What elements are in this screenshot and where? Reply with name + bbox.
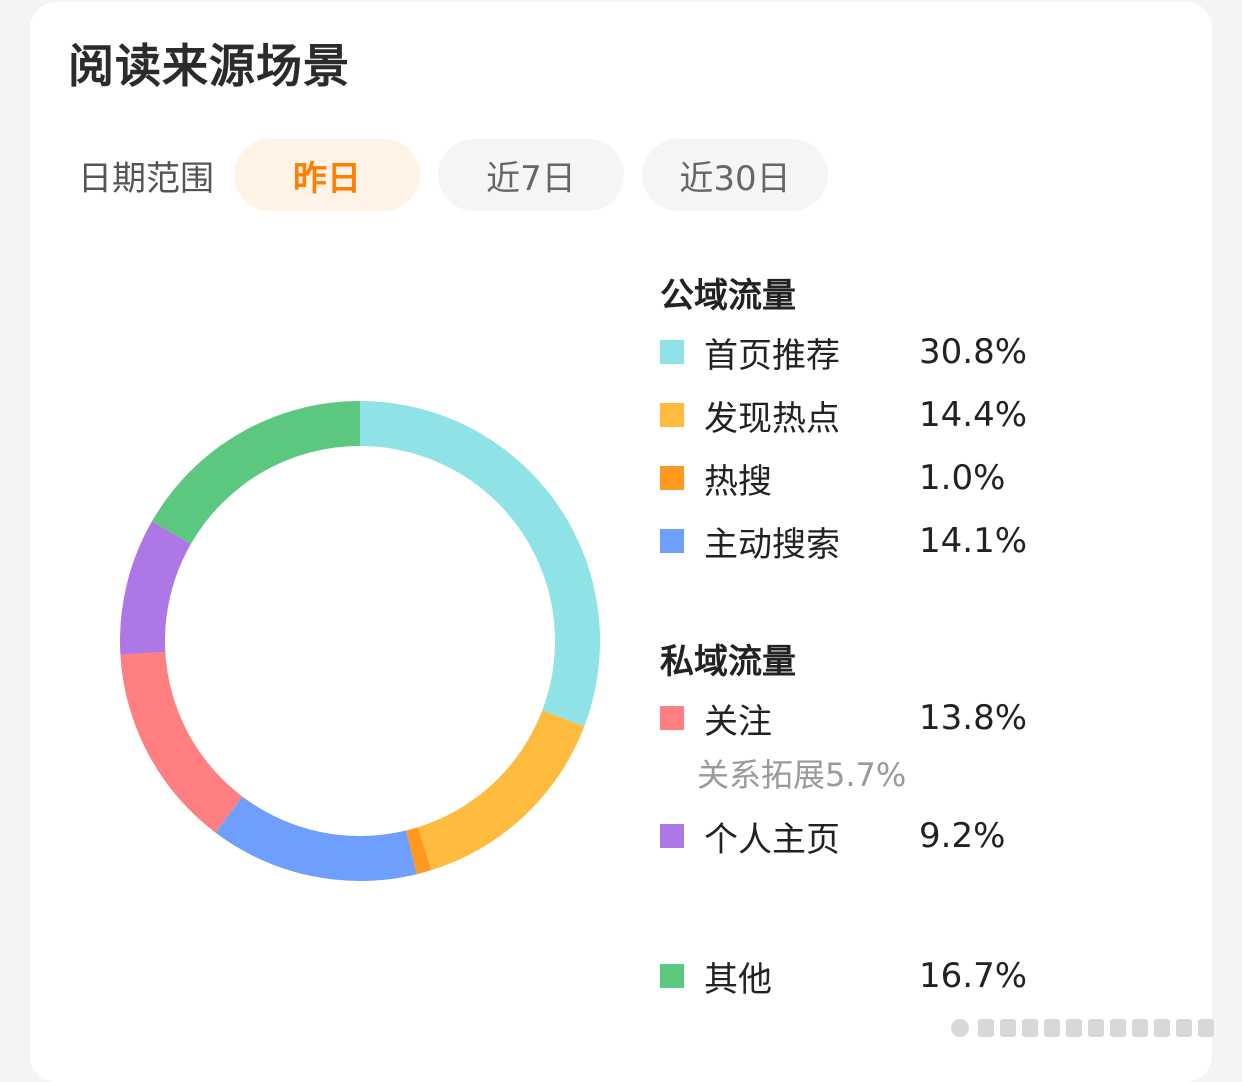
- date-range-label: 日期范围: [78, 158, 214, 199]
- legend-name: 关注: [704, 701, 772, 742]
- legend-item-other: 其他 16.7%: [660, 954, 1028, 1000]
- donut-chart: [119, 401, 600, 881]
- legend-swatch: [660, 340, 684, 364]
- legend-value: 14.1%: [919, 521, 1028, 561]
- date-range-filter: 日期范围 昨日 近7日 近30日: [78, 138, 846, 212]
- donut-slice-6: [151, 401, 360, 544]
- legend-value: 30.8%: [919, 332, 1028, 372]
- legend-name: 主动搜索: [704, 524, 840, 565]
- legend-swatch: [660, 706, 684, 730]
- public-traffic-title: 公域流量: [660, 276, 796, 316]
- donut-slice-3: [215, 796, 417, 881]
- watermark-logo: [951, 1019, 1214, 1037]
- legend-swatch: [660, 403, 684, 427]
- legend-name: 个人主页: [704, 819, 840, 860]
- legend-name: 热搜: [704, 461, 772, 502]
- legend-value: 16.7%: [919, 956, 1028, 996]
- legend-item-discover-hot: 发现热点 14.4%: [660, 393, 1028, 439]
- donut-slice-0: [360, 401, 600, 727]
- legend-value: 1.0%: [919, 458, 1006, 498]
- legend-item-personal-page: 个人主页 9.2%: [660, 814, 1006, 860]
- legend-name: 发现热点: [704, 398, 840, 439]
- legend-swatch: [660, 529, 684, 553]
- date-option-yesterday[interactable]: 昨日: [234, 139, 420, 211]
- donut-slice-4: [120, 652, 243, 833]
- date-option-30-days[interactable]: 近30日: [642, 139, 828, 211]
- donut-slice-1: [417, 710, 585, 871]
- date-option-7-days[interactable]: 近7日: [438, 139, 624, 211]
- card-title: 阅读来源场景: [68, 39, 350, 93]
- legend-item-active-search: 主动搜索 14.1%: [660, 519, 1028, 565]
- donut-slice-5: [119, 521, 191, 655]
- legend-item-follow: 关注 13.8%: [660, 696, 1028, 742]
- legend-item-hot-search: 热搜 1.0%: [660, 456, 1006, 502]
- legend-value: 9.2%: [919, 816, 1006, 856]
- private-traffic-title: 私域流量: [660, 642, 796, 682]
- legend-value: 14.4%: [919, 395, 1028, 435]
- legend-name: 其他: [704, 959, 772, 1000]
- legend-value: 13.8%: [919, 698, 1028, 738]
- legend-swatch: [660, 466, 684, 490]
- legend-swatch: [660, 964, 684, 988]
- legend-item-homepage-recommend: 首页推荐 30.8%: [660, 330, 1028, 376]
- legend-name: 首页推荐: [704, 335, 840, 376]
- relationship-expansion-note: 关系拓展5.7%: [697, 756, 907, 794]
- legend-swatch: [660, 824, 684, 848]
- donut-slice-2: [406, 827, 432, 875]
